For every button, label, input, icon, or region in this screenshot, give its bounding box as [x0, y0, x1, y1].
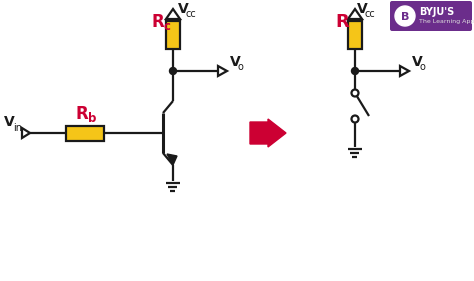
- Bar: [66, 126, 104, 140]
- Text: in: in: [13, 123, 22, 133]
- Circle shape: [352, 115, 358, 123]
- Circle shape: [170, 67, 176, 74]
- FancyArrow shape: [250, 119, 286, 147]
- Text: $\mathbf{R_c}$: $\mathbf{R_c}$: [151, 12, 172, 32]
- Bar: [348, 21, 362, 49]
- Text: B: B: [401, 12, 409, 22]
- Text: BYJU'S: BYJU'S: [419, 7, 454, 17]
- Text: $\mathbf{R_b}$: $\mathbf{R_b}$: [75, 104, 98, 124]
- Polygon shape: [167, 154, 177, 165]
- Circle shape: [352, 90, 358, 96]
- Text: o: o: [238, 62, 244, 72]
- Text: V: V: [230, 55, 241, 69]
- Text: V: V: [357, 2, 368, 16]
- Text: o: o: [420, 62, 426, 72]
- Circle shape: [352, 67, 358, 74]
- Text: cc: cc: [365, 9, 376, 19]
- Circle shape: [395, 6, 415, 26]
- Text: V: V: [4, 115, 15, 129]
- Text: $\mathbf{R}$: $\mathbf{R}$: [335, 13, 350, 31]
- FancyBboxPatch shape: [390, 1, 472, 31]
- Text: The Learning App: The Learning App: [419, 19, 474, 24]
- Text: V: V: [178, 2, 189, 16]
- Text: cc: cc: [186, 9, 197, 19]
- Text: V: V: [412, 55, 423, 69]
- Bar: [166, 21, 180, 49]
